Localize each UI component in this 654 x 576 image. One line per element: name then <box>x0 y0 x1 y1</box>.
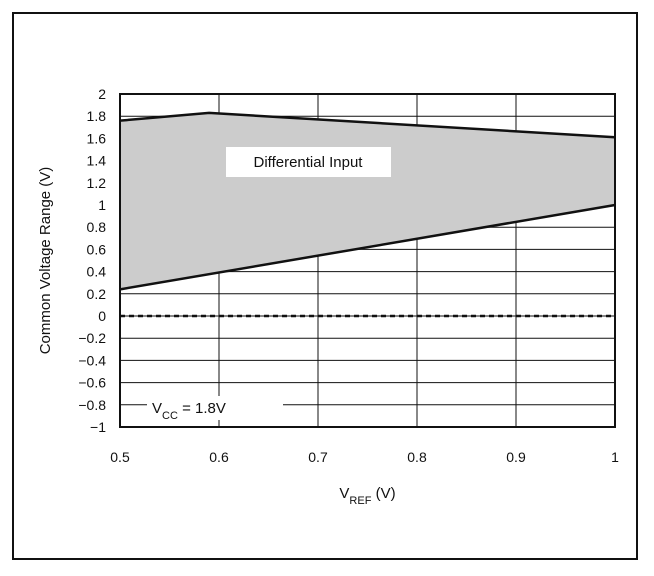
upper-boundary-line <box>119 111 616 139</box>
y-tick-label: 1.6 <box>87 130 107 146</box>
x-tick-label: 0.6 <box>209 449 229 465</box>
y-tick-label: 1.8 <box>87 108 107 124</box>
lower-boundary-line <box>119 203 616 291</box>
x-axis-label-sub: REF <box>349 495 371 507</box>
x-axis-label-main: V <box>339 485 349 502</box>
plot-area <box>119 111 616 318</box>
condition-label-group: VCC = 1.8V <box>147 396 283 422</box>
y-tick-label: 0 <box>98 308 106 324</box>
y-tick-label: 0.8 <box>87 219 107 235</box>
y-tick-label: −0.2 <box>78 330 106 346</box>
figure-frame <box>12 12 638 560</box>
x-tick-label: 1 <box>611 449 619 465</box>
x-tick-label: 0.5 <box>110 449 130 465</box>
x-tick-labels: 0.5 0.6 0.7 0.8 0.9 1 <box>110 449 619 465</box>
condition-label-main: V <box>152 400 162 417</box>
y-tick-label: −0.6 <box>78 375 106 391</box>
x-tick-label: 0.7 <box>308 449 328 465</box>
y-axis-label: Common Voltage Range (V) <box>37 167 54 355</box>
region-label: Differential Input <box>254 154 364 171</box>
y-tick-label: 1 <box>98 197 106 213</box>
y-tick-label: −0.4 <box>78 352 106 368</box>
y-tick-label: 0.6 <box>87 241 107 257</box>
x-tick-label: 0.9 <box>506 449 526 465</box>
y-tick-label: 1.4 <box>87 153 107 169</box>
condition-label-rest: = 1.8V <box>178 400 226 417</box>
y-tick-labels: 2 1.8 1.6 1.4 1.2 1 0.8 0.6 0.4 0.2 0 −0.2 −0.4 −0.6 −… <box>78 86 106 435</box>
condition-label-sub: CC <box>162 410 178 422</box>
region-label-box: Differential Input <box>226 147 391 177</box>
y-tick-label: 1.2 <box>87 175 107 191</box>
y-tick-label: −1 <box>90 419 106 435</box>
plot-border <box>119 93 616 428</box>
y-tick-label: 0.4 <box>87 264 107 280</box>
x-axis-label: VREF (V) <box>339 485 395 507</box>
x-tick-label: 0.8 <box>407 449 427 465</box>
x-axis-label-unit: (V) <box>371 485 395 502</box>
y-tick-label: −0.8 <box>78 397 106 413</box>
y-tick-label: 0.2 <box>87 286 107 302</box>
condition-label: VCC = 1.8V <box>152 400 226 422</box>
y-tick-label: 2 <box>98 86 106 102</box>
differential-input-region <box>120 112 615 290</box>
